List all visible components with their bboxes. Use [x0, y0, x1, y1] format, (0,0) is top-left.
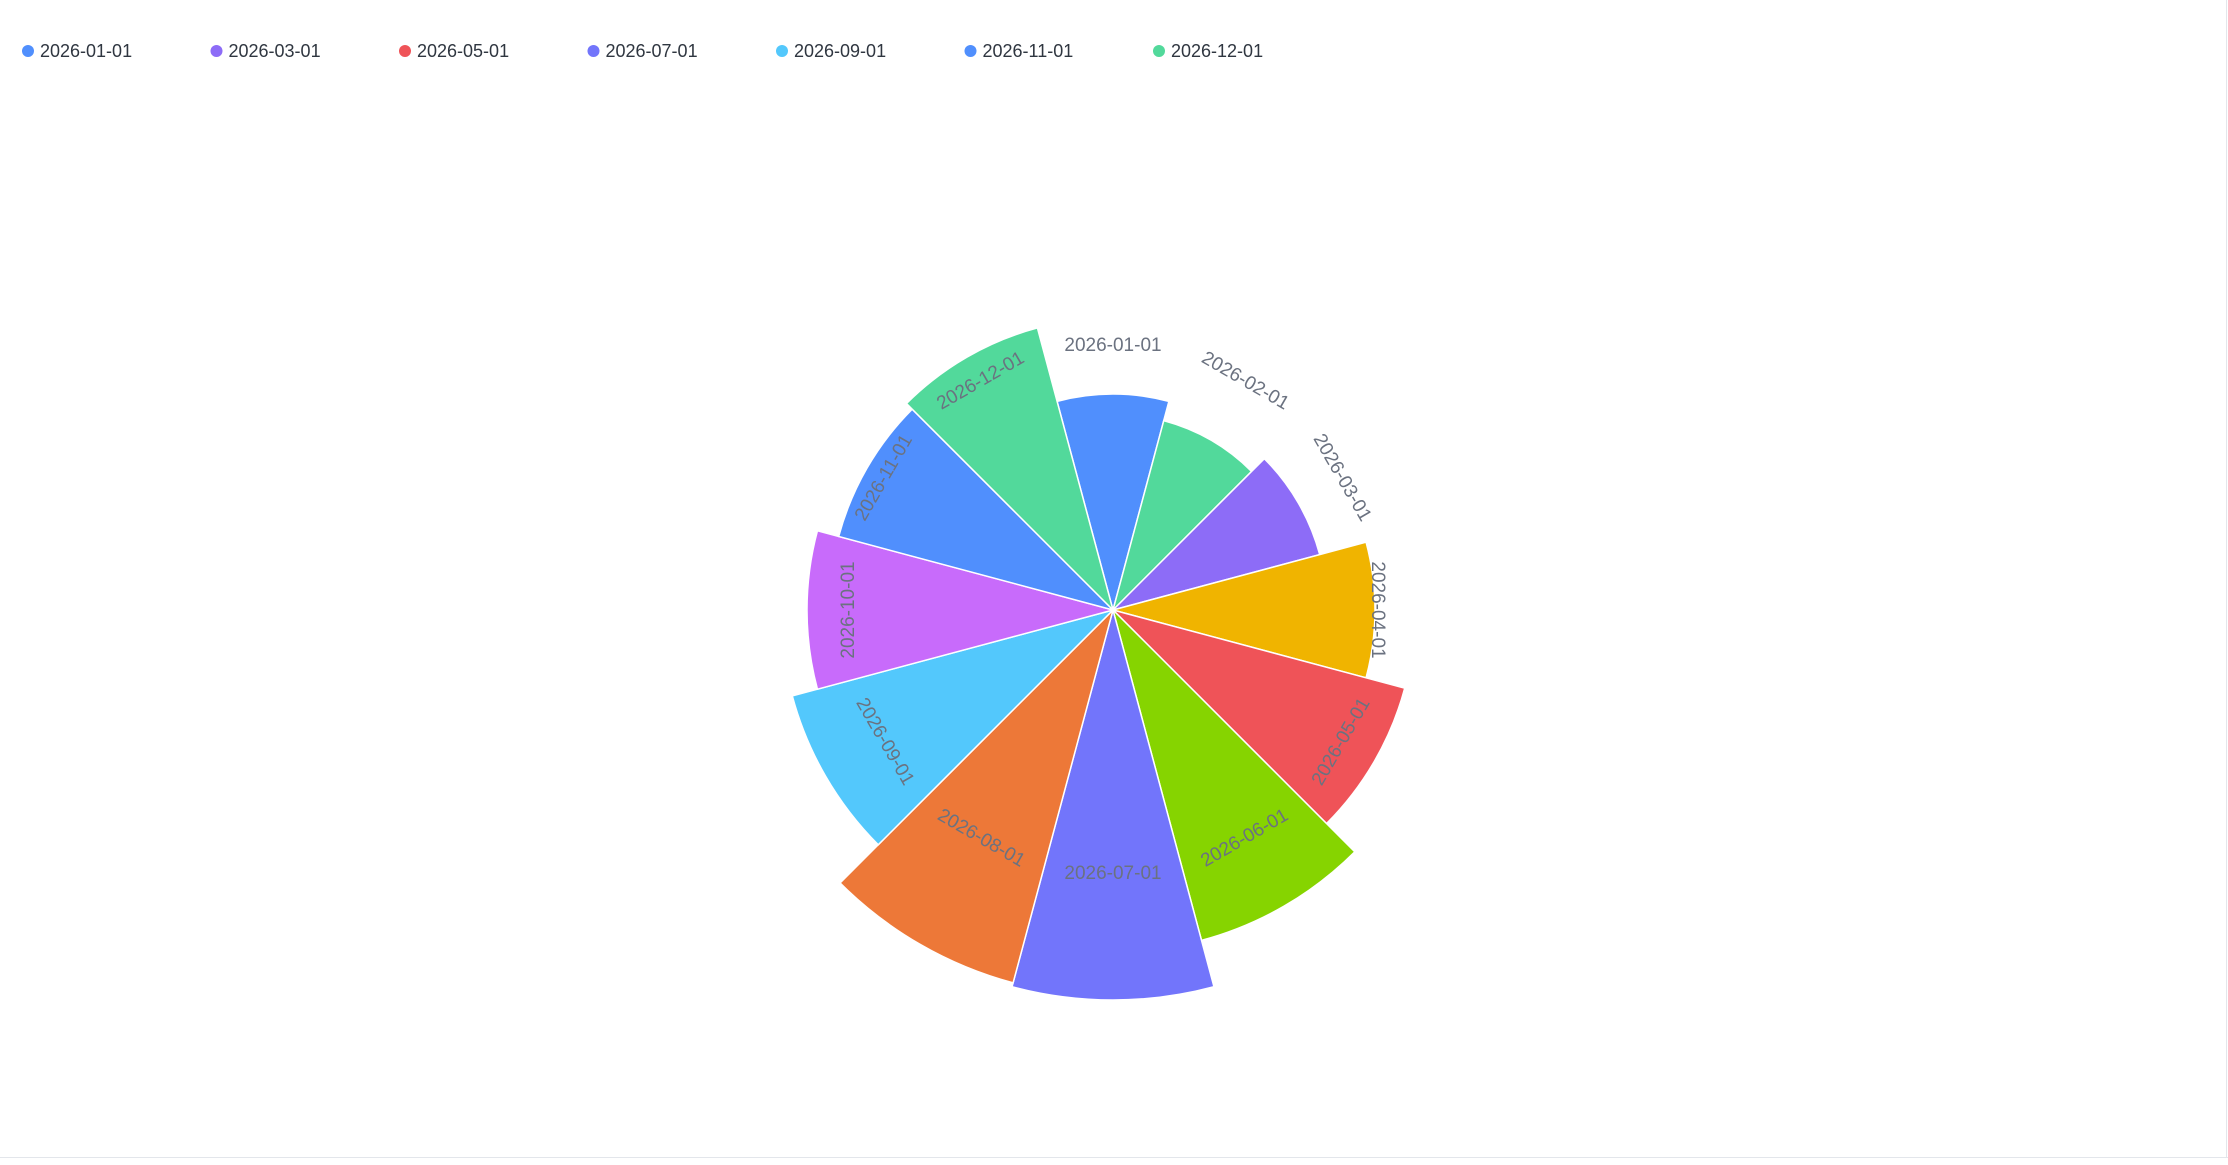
legend-item[interactable]: 2026-03-01	[210, 41, 321, 61]
rose-slice[interactable]	[1110, 608, 1406, 825]
legend-item[interactable]: 2026-07-01	[587, 41, 698, 61]
legend-label: 2026-07-01	[606, 41, 698, 61]
legend-marker	[1153, 45, 1165, 57]
legend-label: 2026-12-01	[1171, 41, 1263, 61]
legend-label: 2026-11-01	[983, 41, 1074, 61]
legend-label: 2026-01-01	[40, 41, 132, 61]
rose-slice[interactable]	[838, 607, 1115, 984]
legend-item[interactable]: 2026-12-01	[1153, 41, 1263, 61]
legend-label: 2026-09-01	[794, 41, 886, 61]
legend-marker	[210, 45, 223, 57]
category-label: 2026-01-01	[1064, 335, 1161, 356]
category-label: 2026-04-01	[1367, 561, 1388, 658]
legend-marker	[964, 45, 977, 57]
rose-slice[interactable]	[791, 608, 1116, 846]
legend-item[interactable]: 2026-11-01	[964, 41, 1074, 61]
category-label: 2026-03-01	[1309, 430, 1376, 525]
rose-slices	[791, 327, 1406, 1001]
legend-marker	[22, 45, 34, 57]
legend-label: 2026-03-01	[229, 41, 321, 61]
rose-slice[interactable]	[806, 529, 1116, 691]
bottom-border	[0, 1157, 2228, 1158]
legend-marker	[399, 45, 411, 57]
rose-slice[interactable]	[1011, 607, 1215, 1001]
legend-marker	[587, 45, 600, 57]
rose-slice[interactable]	[837, 408, 1116, 612]
rose-slice[interactable]	[1111, 607, 1356, 942]
category-label: 2026-10-01	[838, 561, 859, 658]
rose-slice[interactable]	[1110, 457, 1321, 612]
category-label: 2026-02-01	[1198, 348, 1293, 415]
right-border	[2226, 0, 2227, 1158]
legend-marker	[776, 45, 788, 57]
rose-slice[interactable]	[1056, 393, 1170, 613]
legend: 2026-01-01 2026-03-01 2026-05-01 2026-07-01…	[22, 41, 1263, 61]
rose-slice[interactable]	[905, 327, 1115, 613]
legend-item[interactable]: 2026-01-01	[22, 41, 132, 61]
legend-item[interactable]: 2026-09-01	[776, 41, 886, 61]
legend-label: 2026-05-01	[417, 41, 509, 61]
rose-slice[interactable]	[1111, 419, 1253, 613]
rose-slice[interactable]	[1110, 541, 1376, 679]
legend-item[interactable]: 2026-05-01	[399, 41, 509, 61]
category-label: 2026-07-01	[1064, 863, 1161, 884]
